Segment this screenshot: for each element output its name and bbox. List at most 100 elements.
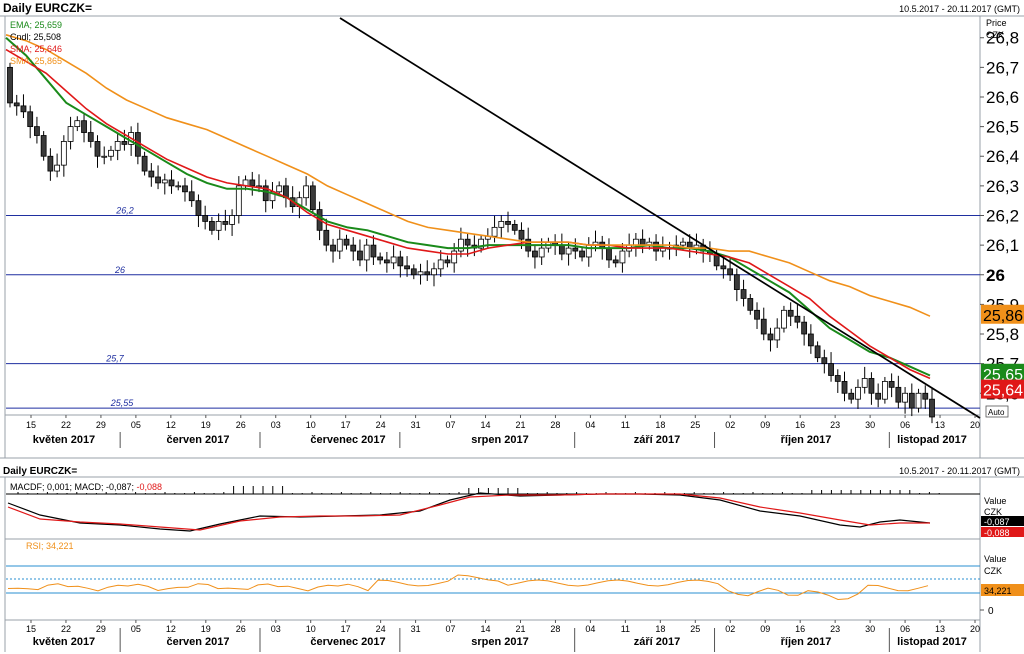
candle-body — [74, 120, 81, 128]
x-tick-label: 12 — [166, 624, 176, 634]
main-chart-date-range: 10.5.2017 - 20.11.2017 (GMT) — [899, 4, 1020, 14]
candle — [612, 255, 619, 268]
candle-body — [740, 289, 747, 299]
candle-body — [20, 105, 27, 113]
candle — [834, 369, 841, 393]
candle — [309, 181, 316, 215]
candle-body — [908, 392, 915, 409]
candle-body — [915, 392, 922, 409]
month-label: červenec 2017 — [310, 636, 385, 648]
candle — [733, 268, 740, 302]
x-tick-label: 30 — [865, 624, 875, 634]
x-tick-label: 07 — [446, 624, 456, 634]
x-tick-label: 25 — [690, 624, 700, 634]
x-tick-label: 29 — [96, 420, 106, 430]
candle-body — [377, 256, 384, 261]
candle-body — [680, 241, 686, 246]
candle — [828, 352, 834, 382]
indicator-x-axis: 15 22 29 05 12 19 26 03 10 17 24 31 07 14 21 28 04 11 18 25… — [26, 620, 980, 652]
x-tick-label: 28 — [550, 420, 560, 430]
x-tick-label: 17 — [341, 624, 351, 634]
candle — [229, 209, 235, 236]
rsi-value-label: Value — [984, 554, 1006, 564]
y-tick-label: 26 — [986, 266, 1005, 285]
x-tick-label: 15 — [26, 624, 36, 634]
candle — [34, 116, 40, 144]
candle-body — [215, 221, 222, 231]
x-tick-label: 14 — [481, 420, 491, 430]
candle — [498, 215, 505, 239]
legend-item: EMA; 25,659 — [10, 20, 62, 30]
candle-body — [309, 185, 316, 210]
rsi-badge — [981, 584, 1024, 596]
macd-signal-line — [7, 493, 930, 531]
x-tick-label: 18 — [655, 420, 665, 430]
signal-badge-label: -0,088 — [984, 528, 1010, 538]
candle-body — [451, 250, 458, 264]
y-tick-label: 26,7 — [986, 58, 1019, 77]
month-label: říjen 2017 — [781, 434, 832, 446]
candle-body — [81, 120, 87, 133]
candle — [262, 179, 269, 213]
x-tick-label: 20 — [970, 420, 980, 430]
candle-body — [807, 333, 814, 347]
x-tick-label: 13 — [935, 420, 945, 430]
value-badge-label: 25,65 — [983, 367, 1023, 384]
x-tick-label: 05 — [131, 624, 141, 634]
candle-body — [222, 221, 229, 225]
candle — [902, 387, 908, 414]
candle-body — [787, 309, 794, 317]
candle-body — [848, 392, 855, 400]
legend-item: Cndl; 25,508 — [10, 32, 61, 42]
candle-body — [606, 247, 612, 261]
candle — [87, 120, 94, 148]
candle — [188, 180, 195, 207]
candle-body — [40, 135, 47, 157]
month-label: listopad 2017 — [897, 434, 967, 446]
x-tick-label: 22 — [61, 420, 71, 430]
legend-item: SMA; 25,646 — [10, 44, 62, 54]
x-tick-label: 24 — [376, 624, 386, 634]
candle — [787, 302, 794, 327]
candle — [114, 133, 121, 161]
candle-body — [168, 179, 175, 187]
candle-body — [794, 315, 801, 323]
month-label: červen 2017 — [167, 636, 230, 648]
candle-body — [727, 268, 734, 276]
x-tick-label: 20 — [970, 624, 980, 634]
value-badge-label: 25,86 — [983, 308, 1023, 325]
value-badge — [981, 304, 1024, 324]
candle-body — [182, 185, 188, 193]
candle — [303, 176, 310, 206]
candle — [336, 229, 343, 260]
candle — [20, 94, 27, 119]
candle-body — [511, 223, 518, 231]
macd-badge — [981, 516, 1024, 526]
x-tick-label: 21 — [515, 420, 525, 430]
x-tick-label: 24 — [376, 420, 386, 430]
candle-body — [801, 321, 808, 335]
candle-body — [229, 215, 235, 225]
candle — [343, 234, 350, 250]
candle-body — [444, 259, 451, 264]
candle-body — [370, 244, 377, 258]
candle — [464, 232, 471, 257]
x-tick-label: 04 — [585, 624, 595, 634]
price-axis-currency: CZK — [986, 30, 1004, 40]
x-tick-label: 03 — [271, 624, 281, 634]
candle — [821, 349, 828, 374]
auto-button[interactable]: Auto — [985, 405, 1009, 418]
x-tick-label: 05 — [131, 420, 141, 430]
main-x-axis: 15 22 29 05 12 19 26 03 10 17 24 31 07 14 21 28 04 11 18 25… — [26, 415, 980, 448]
candle — [929, 387, 935, 424]
trendline[interactable] — [339, 17, 981, 419]
indicator-panel-date-range: 10.5.2017 - 20.11.2017 (GMT) — [899, 466, 1020, 476]
candle — [431, 262, 437, 287]
value-badge — [981, 363, 1024, 383]
x-tick-label: 11 — [621, 420, 630, 430]
month-label: listopad 2017 — [897, 636, 967, 648]
candle — [215, 213, 222, 241]
x-tick-label: 11 — [621, 624, 630, 634]
candle — [202, 205, 209, 230]
candle — [60, 135, 67, 177]
